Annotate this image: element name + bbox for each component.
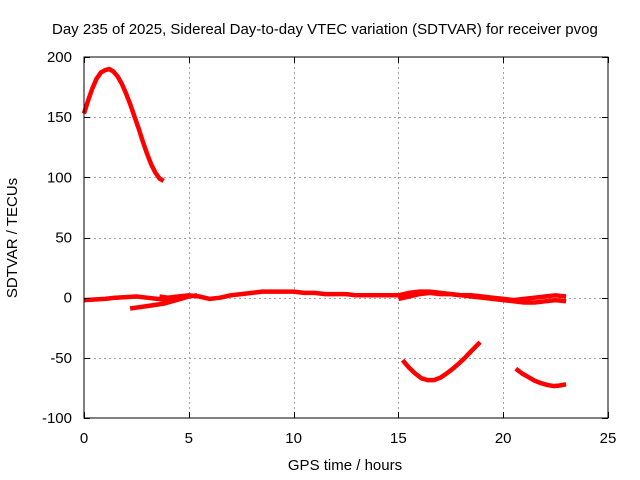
series-line-arc-8 xyxy=(514,366,567,389)
y-tick-label: 150 xyxy=(47,109,72,126)
series-group xyxy=(81,66,567,389)
x-tick-label: 25 xyxy=(600,430,617,447)
x-tick-label: 15 xyxy=(390,430,407,447)
y-tick-label: 0 xyxy=(64,290,72,307)
series-line-arc-6 xyxy=(397,289,567,305)
x-tick-label: 10 xyxy=(285,430,302,447)
y-tick-label: -100 xyxy=(42,410,72,427)
series-line-arc-7 xyxy=(400,340,482,383)
series-line-arc-4 xyxy=(159,289,410,302)
x-tick-label: 20 xyxy=(495,430,512,447)
y-tick-label: 100 xyxy=(47,169,72,186)
plot-frame xyxy=(83,56,609,419)
axis-ticks: 0 5 10 15 20 25 -100 -50 0 50 100 150 200 xyxy=(42,49,616,447)
y-tick-label: 200 xyxy=(47,49,72,66)
x-tick-label: 5 xyxy=(185,430,193,447)
y-tick-label: 50 xyxy=(55,230,72,247)
x-tick-label: 0 xyxy=(80,430,88,447)
series-line-arc-2 xyxy=(83,294,179,303)
chart-title: Day 235 of 2025, Sidereal Day-to-day VTE… xyxy=(52,21,598,38)
y-axis-label: SDTVAR / TECUs xyxy=(4,178,21,298)
x-axis-label: GPS time / hours xyxy=(288,457,402,474)
series-line-arc-1 xyxy=(81,66,165,183)
y-tick-label: -50 xyxy=(50,350,72,367)
